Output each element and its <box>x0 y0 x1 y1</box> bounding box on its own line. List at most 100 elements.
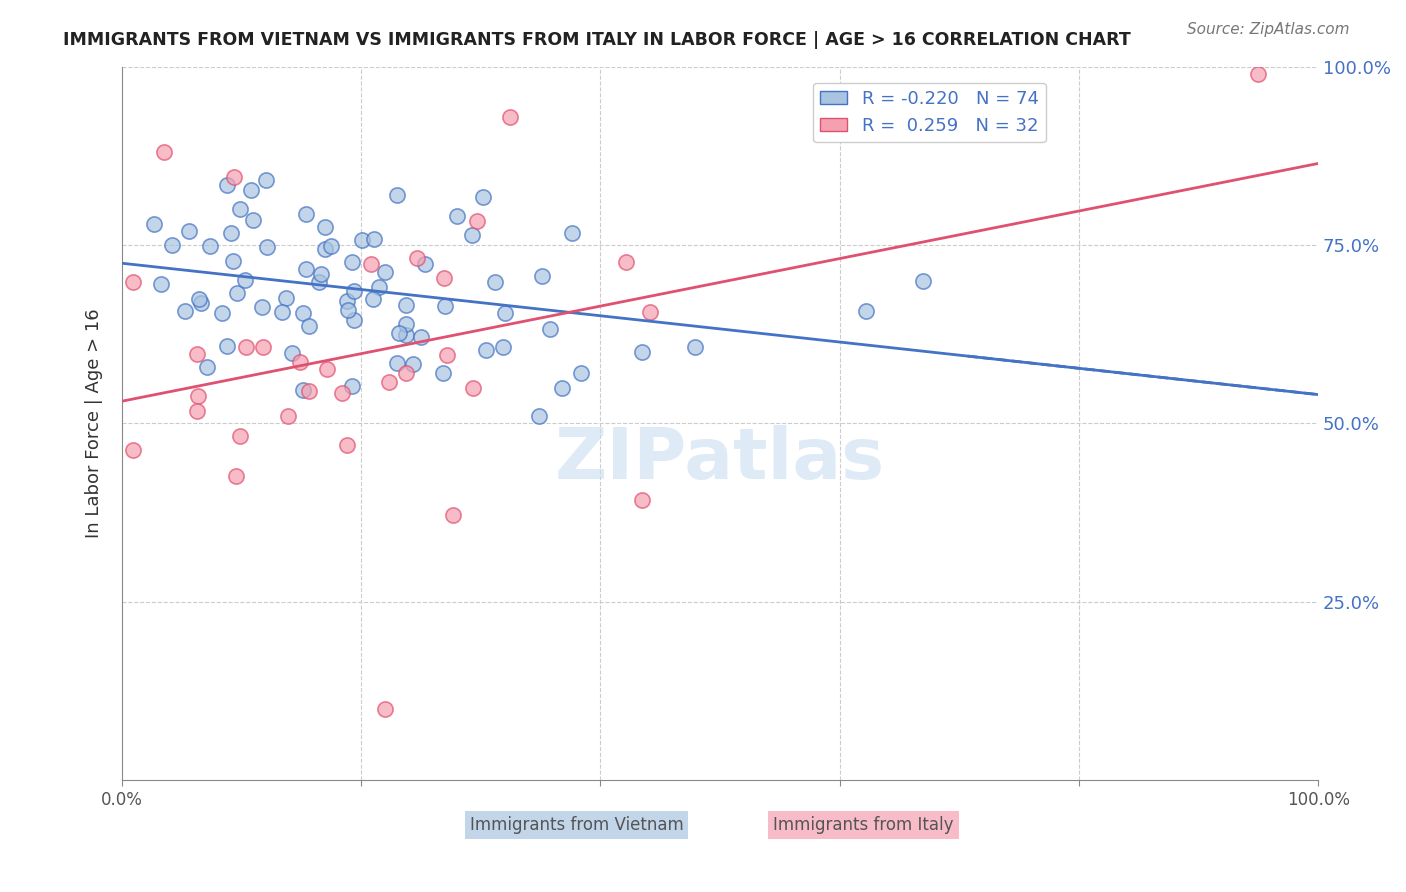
Italy <box>288 354 311 368</box>
Vietnam <box>527 409 550 423</box>
Italy <box>336 438 359 452</box>
Vietnam <box>531 269 554 284</box>
Vietnam <box>336 302 359 317</box>
Italy <box>441 508 464 522</box>
Italy <box>395 366 418 380</box>
Italy <box>467 214 489 228</box>
Vietnam <box>385 356 408 370</box>
Italy <box>122 275 145 289</box>
Italy <box>330 386 353 401</box>
Vietnam <box>254 173 277 187</box>
Vietnam <box>569 366 592 380</box>
Italy <box>187 388 209 402</box>
Vietnam <box>298 318 321 333</box>
Vietnam <box>461 227 484 242</box>
Text: Immigrants from Italy: Immigrants from Italy <box>773 816 953 834</box>
Italy <box>360 257 382 271</box>
Italy <box>277 409 299 424</box>
Italy <box>315 361 337 376</box>
Vietnam <box>342 313 364 327</box>
Vietnam <box>484 275 506 289</box>
Vietnam <box>561 227 583 241</box>
Vietnam <box>211 306 233 320</box>
Italy <box>298 384 321 398</box>
Vietnam <box>855 304 877 318</box>
Italy <box>1247 67 1270 81</box>
Legend: R = -0.220   N = 74, R =  0.259   N = 32: R = -0.220 N = 74, R = 0.259 N = 32 <box>813 83 1046 142</box>
Vietnam <box>413 256 436 270</box>
Italy <box>228 428 250 442</box>
Vietnam <box>494 306 516 320</box>
Italy <box>374 702 396 716</box>
Vietnam <box>361 292 384 306</box>
Vietnam <box>434 299 457 313</box>
Vietnam <box>233 272 256 286</box>
Vietnam <box>162 238 184 252</box>
Vietnam <box>472 189 495 203</box>
Italy <box>222 169 245 184</box>
Vietnam <box>239 183 262 197</box>
Italy <box>614 255 637 269</box>
Italy <box>638 305 661 319</box>
Vietnam <box>395 298 418 312</box>
Vietnam <box>492 340 515 354</box>
Vietnam <box>142 217 165 231</box>
Italy <box>225 468 247 483</box>
Vietnam <box>188 292 211 306</box>
Italy <box>436 348 458 362</box>
Vietnam <box>226 286 249 301</box>
Vietnam <box>409 330 432 344</box>
Vietnam <box>250 300 273 314</box>
Vietnam <box>271 304 294 318</box>
Vietnam <box>912 274 935 288</box>
Italy <box>433 271 456 285</box>
Italy <box>186 347 208 361</box>
Italy <box>252 340 274 354</box>
Vietnam <box>276 291 298 305</box>
Vietnam <box>446 210 468 224</box>
Text: Source: ZipAtlas.com: Source: ZipAtlas.com <box>1187 22 1350 37</box>
Vietnam <box>309 268 332 282</box>
Vietnam <box>374 265 396 279</box>
Vietnam <box>291 306 314 320</box>
Vietnam <box>242 212 264 227</box>
Vietnam <box>295 206 318 220</box>
Vietnam <box>281 346 304 360</box>
Vietnam <box>538 322 561 336</box>
Vietnam <box>195 360 218 375</box>
Vietnam <box>340 255 363 269</box>
Italy <box>631 492 654 507</box>
Vietnam <box>352 233 374 247</box>
Vietnam <box>177 224 200 238</box>
Vietnam <box>221 253 243 268</box>
Vietnam <box>150 277 173 291</box>
Vietnam <box>291 383 314 397</box>
Italy <box>378 376 401 390</box>
Vietnam <box>368 280 391 294</box>
Vietnam <box>229 202 252 217</box>
Vietnam <box>385 188 408 202</box>
Vietnam <box>219 226 242 240</box>
Vietnam <box>308 275 330 289</box>
Vietnam <box>395 327 418 342</box>
Vietnam <box>314 219 336 234</box>
Text: Immigrants from Vietnam: Immigrants from Vietnam <box>470 816 683 834</box>
Vietnam <box>294 261 316 276</box>
Vietnam <box>321 239 343 253</box>
Vietnam <box>190 296 212 310</box>
Vietnam <box>363 232 385 246</box>
Vietnam <box>402 358 425 372</box>
Vietnam <box>174 304 197 318</box>
Vietnam <box>388 326 411 341</box>
Italy <box>186 404 208 418</box>
Vietnam <box>343 284 366 298</box>
Vietnam <box>342 379 364 393</box>
Vietnam <box>215 339 238 353</box>
Y-axis label: In Labor Force | Age > 16: In Labor Force | Age > 16 <box>86 309 103 538</box>
Italy <box>499 110 522 124</box>
Italy <box>121 442 143 457</box>
Vietnam <box>395 317 418 331</box>
Italy <box>406 251 429 265</box>
Vietnam <box>475 343 498 357</box>
Text: ZIPatlas: ZIPatlas <box>555 425 886 493</box>
